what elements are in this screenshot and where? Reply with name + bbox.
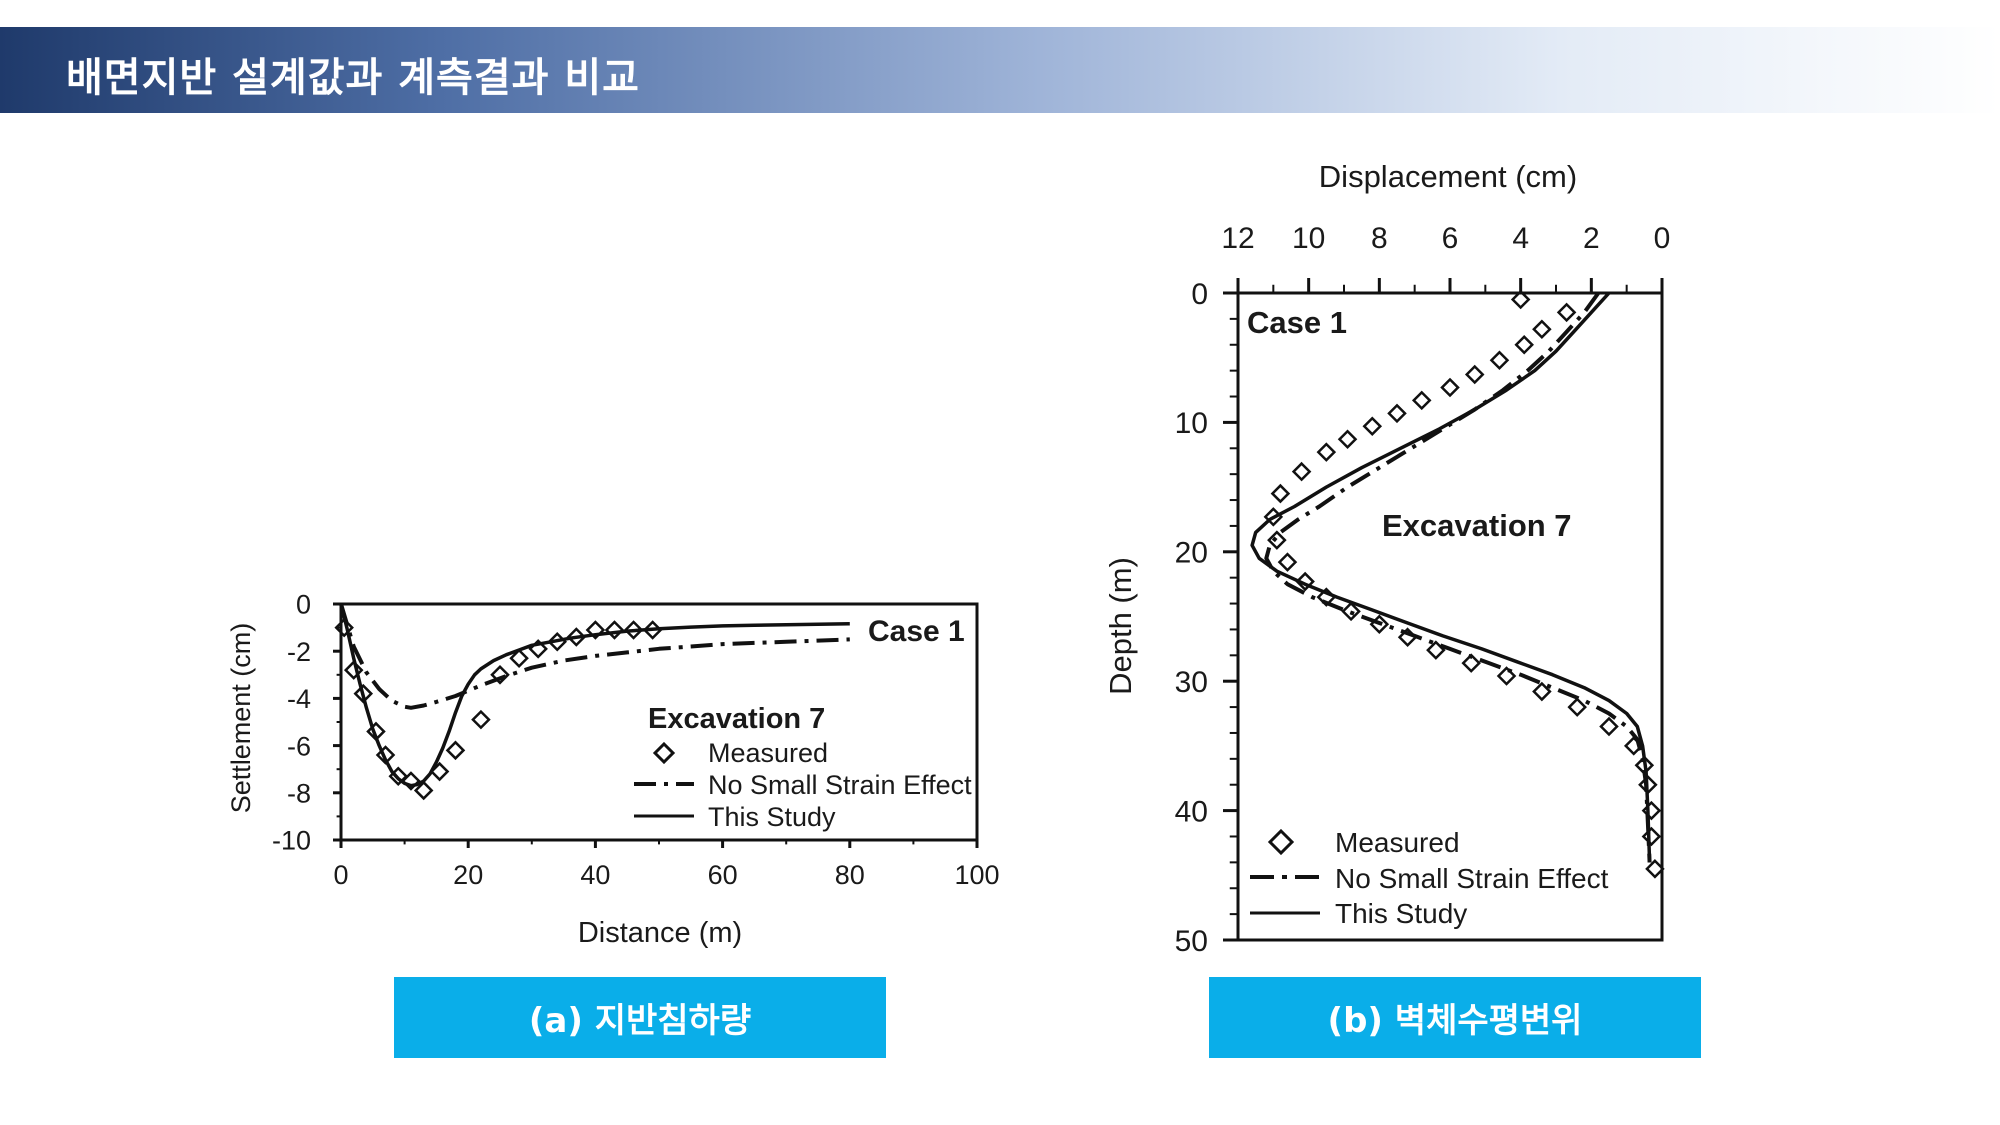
y-tick-label: 0 (296, 590, 311, 620)
measured-point (445, 740, 466, 761)
measured-point (1461, 653, 1481, 673)
no-small-strain-line (339, 603, 850, 710)
legend-measured-diamond-icon (652, 741, 676, 765)
legend-this-study-label: This Study (708, 802, 836, 832)
settlement-legend: Measured No Small Strain Effect This Stu… (634, 738, 972, 832)
legend-no-small-strain-label: No Small Strain Effect (1335, 863, 1609, 894)
measured-point (1291, 461, 1312, 482)
measured-point (1645, 859, 1665, 879)
x-tick-label: 60 (708, 860, 738, 890)
y-tick-label: -2 (287, 637, 311, 667)
settlement-y-axis-label: Settlement (cm) (226, 623, 256, 814)
displacement-case-label: Case 1 (1247, 305, 1347, 340)
page-header: 배면지반 설계값과 계측결과 비교 (0, 27, 2000, 113)
measured-point (1510, 289, 1531, 310)
measured-point (1411, 390, 1432, 411)
measured-point (585, 620, 606, 640)
displacement-x-axis-label: Displacement (cm) (1319, 159, 1577, 194)
measured-point (1270, 483, 1291, 504)
measured-point (604, 620, 625, 640)
x-tick-label: 6 (1442, 222, 1459, 255)
measured-point (1599, 716, 1619, 737)
settlement-case-label: Case 1 (868, 615, 965, 648)
measured-point (1267, 530, 1287, 550)
x-tick-label: 20 (453, 860, 483, 890)
displacement-legend: Measured No Small Strain Effect This Stu… (1250, 827, 1609, 929)
measured-point (1532, 319, 1552, 339)
y-tick-label: 30 (1175, 666, 1208, 699)
x-tick-label: 0 (1654, 222, 1671, 255)
measured-point (334, 617, 354, 638)
y-tick-label: 10 (1175, 407, 1208, 440)
measured-point (1341, 601, 1361, 622)
measured-point (401, 771, 421, 791)
this-study-line (1250, 291, 1652, 863)
legend-measured-label: Measured (708, 738, 828, 768)
legend-measured-label: Measured (1335, 827, 1460, 858)
measured-point (413, 780, 434, 801)
displacement-annotation: Excavation 7 (1382, 508, 1572, 543)
y-tick-label: -10 (272, 826, 311, 856)
y-tick-label: 50 (1175, 925, 1208, 958)
y-tick-label: 20 (1175, 537, 1208, 570)
settlement-x-axis-label: Distance (m) (578, 917, 742, 949)
y-tick-label: -4 (287, 684, 311, 714)
x-tick-label: 100 (954, 860, 999, 890)
caption-wall-displacement: (b) 벽체수평변위 (1209, 977, 1701, 1058)
y-tick-label: -6 (287, 731, 311, 761)
measured-point (509, 648, 529, 669)
measured-point (1496, 666, 1517, 686)
measured-point (1277, 552, 1298, 572)
no-small-strain-line (1264, 291, 1652, 863)
y-tick-label: -8 (287, 779, 311, 809)
x-tick-label: 8 (1371, 222, 1388, 255)
legend-this-study-label: This Study (1335, 898, 1467, 929)
measured-point (1532, 681, 1552, 702)
x-tick-label: 12 (1221, 222, 1254, 255)
measured-point (1567, 697, 1587, 717)
measured-point (566, 627, 587, 647)
caption-settlement: (a) 지반침하량 (394, 977, 886, 1058)
measured-point (1316, 442, 1337, 462)
y-tick-label: 40 (1175, 795, 1208, 828)
y-tick-label: 0 (1191, 278, 1208, 311)
x-tick-label: 80 (835, 860, 865, 890)
measured-point (1387, 403, 1407, 424)
measured-point (623, 620, 644, 640)
settlement-annotation: Excavation 7 (648, 703, 825, 735)
x-tick-label: 10 (1292, 222, 1325, 255)
measured-point (1514, 334, 1534, 355)
measured-point (1489, 350, 1510, 371)
measured-point (1440, 377, 1460, 398)
measured-point (1295, 571, 1315, 592)
measured-point (1362, 416, 1383, 437)
measured-point (343, 660, 364, 680)
this-study-line (339, 603, 850, 788)
page-title: 배면지반 설계값과 계측결과 비교 (66, 55, 640, 101)
measured-point (1556, 302, 1577, 323)
legend-no-small-strain-label: No Small Strain Effect (708, 770, 972, 800)
x-tick-label: 0 (333, 860, 348, 890)
legend-measured-diamond-icon (1267, 828, 1295, 856)
measured-point (1337, 429, 1358, 449)
measured-point (1641, 826, 1662, 847)
settlement-plot-area: 0 20 40 60 80 100 0 -2 -4 -6 -8 -10 (272, 590, 1000, 890)
x-tick-label: 2 (1583, 222, 1600, 255)
x-tick-label: 4 (1512, 222, 1529, 255)
measured-point (1464, 364, 1485, 385)
x-tick-label: 40 (580, 860, 610, 890)
displacement-y-axis-label: Depth (m) (1103, 557, 1138, 695)
measured-point (490, 665, 510, 685)
measured-point (471, 709, 491, 730)
